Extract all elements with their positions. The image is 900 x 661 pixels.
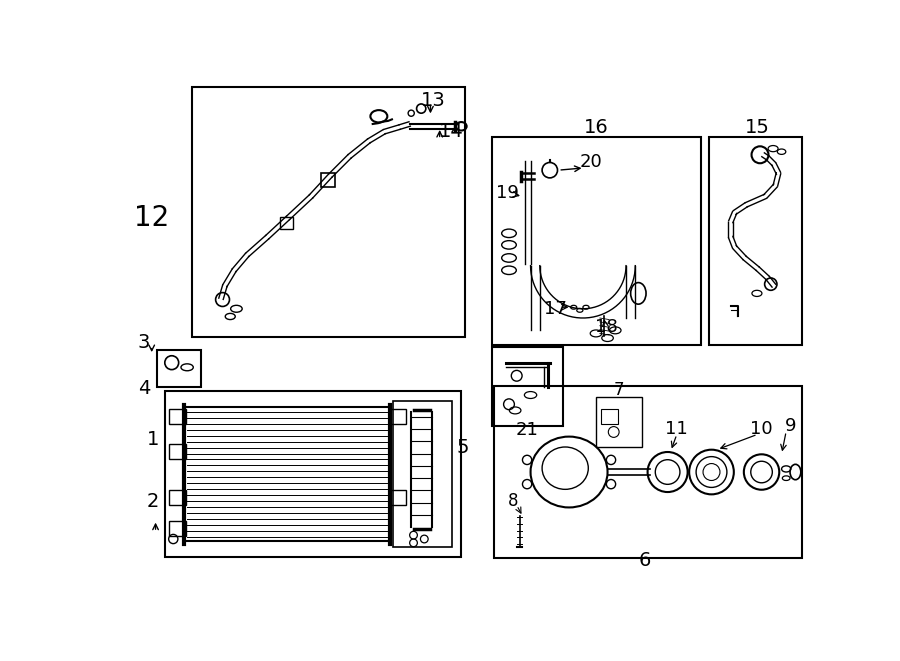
Bar (158, 350, 201, 387)
Bar (493, 386, 803, 559)
Text: 7: 7 (614, 381, 625, 399)
Bar (709, 137, 803, 345)
Text: 12: 12 (134, 204, 169, 232)
Text: 13: 13 (420, 91, 446, 110)
Bar (165, 391, 461, 557)
Text: 15: 15 (745, 118, 770, 137)
Bar (168, 444, 185, 459)
Text: 5: 5 (456, 438, 469, 457)
Bar (321, 173, 335, 187)
Text: 19: 19 (496, 184, 519, 202)
Text: 16: 16 (583, 118, 608, 137)
Bar (168, 409, 185, 424)
Text: 6: 6 (638, 551, 651, 570)
Text: 14: 14 (439, 122, 464, 141)
Bar (492, 347, 562, 426)
Bar (601, 409, 618, 424)
Text: 8: 8 (508, 492, 519, 510)
Text: 11: 11 (665, 420, 688, 438)
Text: 9: 9 (785, 417, 796, 435)
Bar (192, 87, 465, 337)
Text: 20: 20 (580, 153, 602, 171)
Bar (168, 520, 185, 536)
Bar (389, 490, 406, 505)
Text: 1: 1 (147, 430, 159, 449)
Ellipse shape (631, 283, 646, 304)
Text: 17: 17 (544, 300, 567, 318)
Bar (393, 401, 452, 547)
Text: 18: 18 (595, 318, 617, 336)
Text: 21: 21 (516, 422, 538, 440)
Bar (389, 409, 406, 424)
Text: 4: 4 (138, 379, 150, 399)
Text: 3: 3 (138, 333, 150, 352)
Bar (492, 137, 701, 345)
Bar (168, 490, 185, 505)
Bar (596, 397, 643, 447)
Bar (280, 217, 292, 229)
Text: 10: 10 (751, 420, 773, 438)
Text: 2: 2 (147, 492, 159, 511)
